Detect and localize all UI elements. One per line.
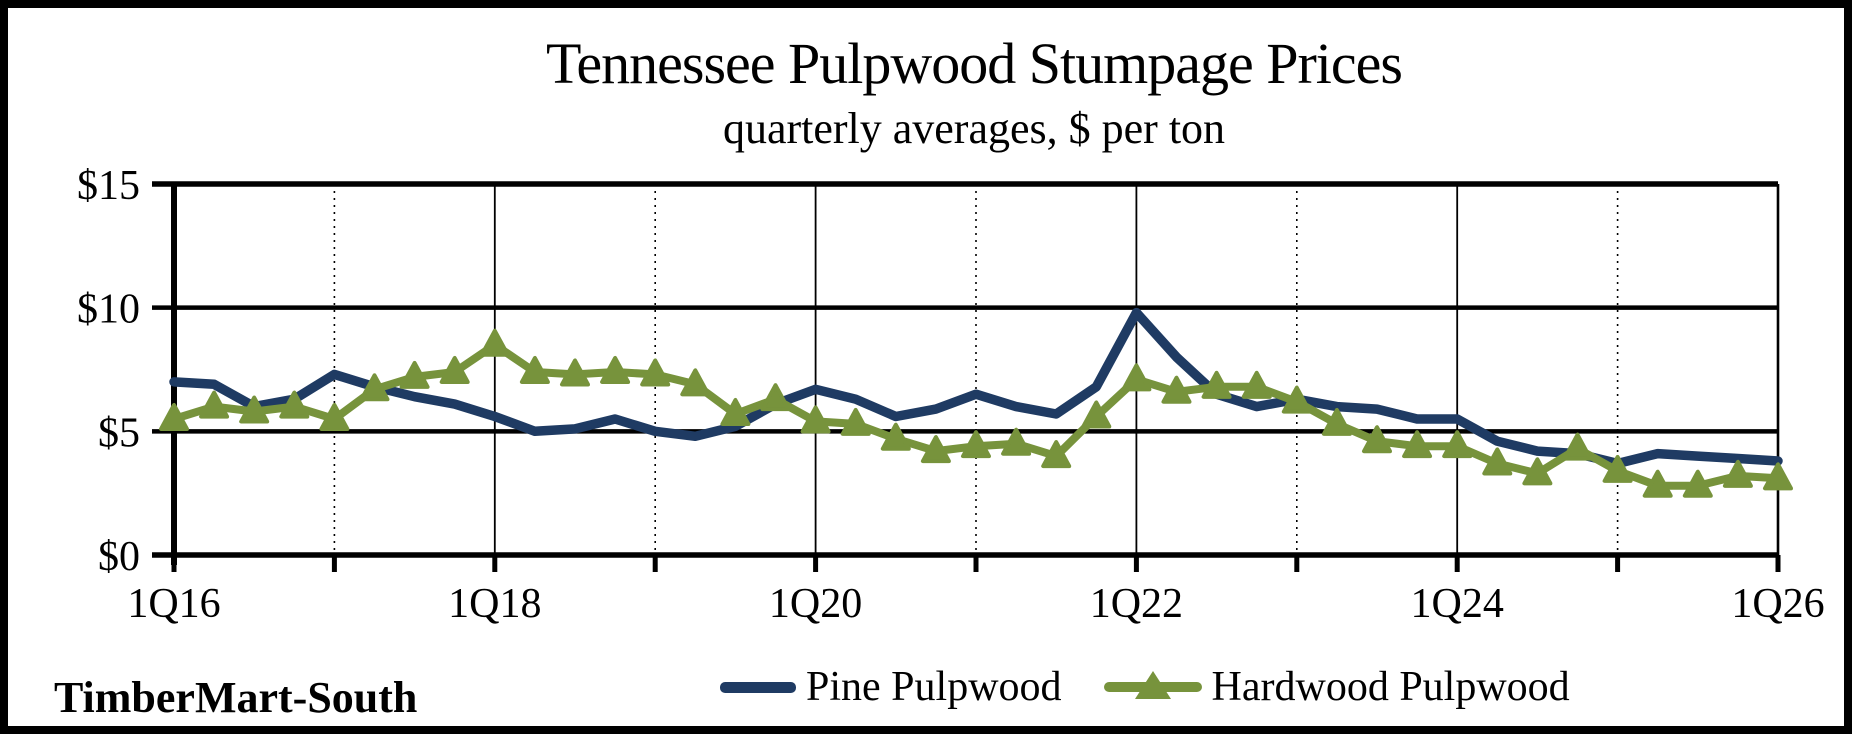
hardwood-triangle-marker xyxy=(1602,454,1633,483)
chart-title: Tennessee Pulpwood Stumpage Prices xyxy=(546,31,1403,96)
y-tick-label: $0 xyxy=(98,534,140,580)
hardwood-triangle-marker xyxy=(159,402,189,431)
hardwood-triangle-marker xyxy=(640,358,671,387)
hardwood-triangle-marker xyxy=(1442,430,1473,459)
x-tick-label: 1Q22 xyxy=(1090,581,1183,627)
hardwood-triangle-marker xyxy=(519,355,550,384)
x-tick-label: 1Q16 xyxy=(127,581,220,627)
hardwood-triangle-marker xyxy=(279,390,310,419)
hardwood-triangle-marker xyxy=(840,407,871,436)
hardwood-triangle-marker xyxy=(1562,432,1593,461)
pine-line-swatch-icon xyxy=(720,681,796,693)
hardwood-triangle-marker xyxy=(720,398,751,427)
y-tick-label: $10 xyxy=(77,287,140,333)
pine-series-line xyxy=(169,307,1783,469)
hardwood-triangle-marker xyxy=(1482,447,1513,476)
hardwood-line-swatch-icon xyxy=(1103,665,1202,709)
source-label: TimberMart-South xyxy=(54,673,418,722)
x-tick-label: 1Q24 xyxy=(1411,581,1504,627)
hardwood-triangle-marker xyxy=(319,402,350,431)
hardwood-triangle-marker xyxy=(1642,469,1673,498)
hardwood-triangle-marker xyxy=(1001,427,1032,456)
hardwood-triangle-marker xyxy=(1522,457,1553,486)
hardwood-triangle-marker xyxy=(239,395,270,424)
hardwood-triangle-marker xyxy=(1402,430,1433,459)
chart-legend: Pine Pulpwood Hardwood Pulpwood xyxy=(720,656,1570,718)
hardwood-triangle-marker xyxy=(1161,375,1192,404)
legend-item-pine: Pine Pulpwood xyxy=(720,663,1062,711)
chart-subtitle: quarterly averages, $ per ton xyxy=(722,104,1226,153)
legend-label-pine: Pine Pulpwood xyxy=(806,664,1062,710)
y-tick-label: $5 xyxy=(98,410,140,456)
hardwood-triangle-marker xyxy=(1201,370,1232,399)
hardwood-triangle-marker xyxy=(439,355,470,384)
hardwood-triangle-marker xyxy=(1241,370,1272,399)
hardwood-triangle-marker xyxy=(800,405,831,434)
hardwood-triangle-marker xyxy=(1281,385,1312,414)
hardwood-triangle-marker xyxy=(1682,469,1713,498)
hardwood-triangle-marker xyxy=(359,373,390,402)
hardwood-triangle-marker xyxy=(600,355,631,384)
hardwood-triangle-marker xyxy=(920,435,951,464)
legend-label-hardwood: Hardwood Pulpwood xyxy=(1211,664,1570,710)
hardwood-triangle-marker xyxy=(880,422,911,451)
hardwood-triangle-marker xyxy=(1321,407,1352,436)
hardwood-triangle-marker xyxy=(1362,425,1392,454)
hardwood-triangle-marker xyxy=(199,390,230,419)
x-tick-label: 1Q18 xyxy=(448,581,541,627)
x-tick-label: 1Q26 xyxy=(1731,581,1824,627)
hardwood-triangle-marker xyxy=(560,358,590,387)
hardwood-triangle-marker xyxy=(1081,400,1112,429)
hardwood-triangle-marker xyxy=(760,383,791,412)
hardwood-triangle-marker xyxy=(399,360,430,389)
legend-item-hardwood: Hardwood Pulpwood xyxy=(1103,663,1570,711)
triangle-marker-icon xyxy=(1134,671,1171,699)
hardwood-triangle-marker xyxy=(479,328,510,357)
hardwood-triangle-marker xyxy=(1041,440,1072,469)
hardwood-triangle-marker xyxy=(1722,459,1753,488)
hardwood-triangle-marker xyxy=(1763,462,1793,491)
y-tick-label: $15 xyxy=(77,163,140,209)
hardwood-triangle-marker xyxy=(680,368,711,397)
x-tick-label: 1Q20 xyxy=(769,581,862,627)
hardwood-triangle-marker xyxy=(1121,363,1152,392)
hardwood-triangle-marker xyxy=(961,430,991,459)
